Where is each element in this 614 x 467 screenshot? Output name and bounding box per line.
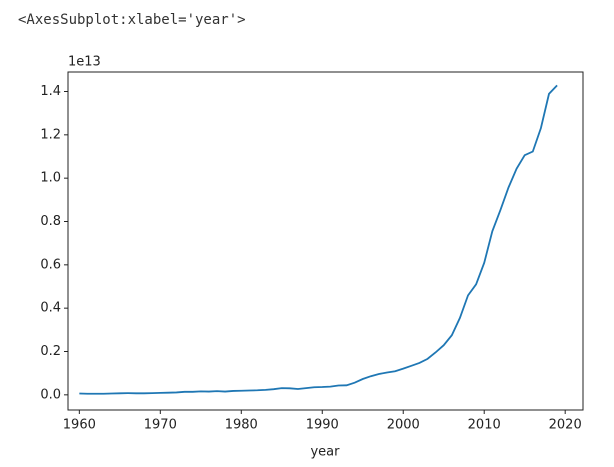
x-tick-label: 1990 (306, 418, 339, 433)
x-tick-label: 2000 (387, 418, 420, 433)
y-tick-label: 0.8 (40, 214, 61, 229)
y-tick-label: 1.0 (40, 171, 61, 186)
y-tick-label: 1.2 (40, 127, 61, 142)
y-tick-label: 0.6 (40, 257, 61, 272)
x-axis-label: year (310, 445, 340, 460)
y-offset-label: 1e13 (68, 55, 101, 70)
x-tick-label: 1960 (63, 418, 96, 433)
x-tick-label: 2020 (549, 418, 582, 433)
x-tick-label: 1970 (144, 418, 177, 433)
y-tick-label: 0.4 (40, 301, 61, 316)
x-tick-label: 1980 (225, 418, 258, 433)
output-text: <AxesSubplot:xlabel='year'> (18, 12, 246, 28)
data-line (79, 84, 558, 395)
y-tick-label: 0.2 (40, 344, 61, 359)
x-tick-label: 2010 (468, 418, 501, 433)
y-tick-label: 1.4 (40, 84, 61, 99)
axes-frame (67, 71, 584, 411)
y-tick-label: 0.0 (40, 387, 61, 402)
